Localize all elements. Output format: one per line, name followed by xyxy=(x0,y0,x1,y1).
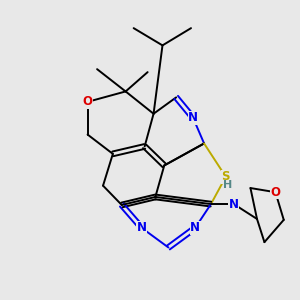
Text: N: N xyxy=(188,111,198,124)
Text: O: O xyxy=(270,186,280,199)
Text: N: N xyxy=(190,221,200,234)
Text: O: O xyxy=(82,95,93,108)
Text: N: N xyxy=(137,221,147,234)
Text: N: N xyxy=(229,198,239,211)
Text: H: H xyxy=(223,180,232,190)
Text: S: S xyxy=(221,170,230,183)
